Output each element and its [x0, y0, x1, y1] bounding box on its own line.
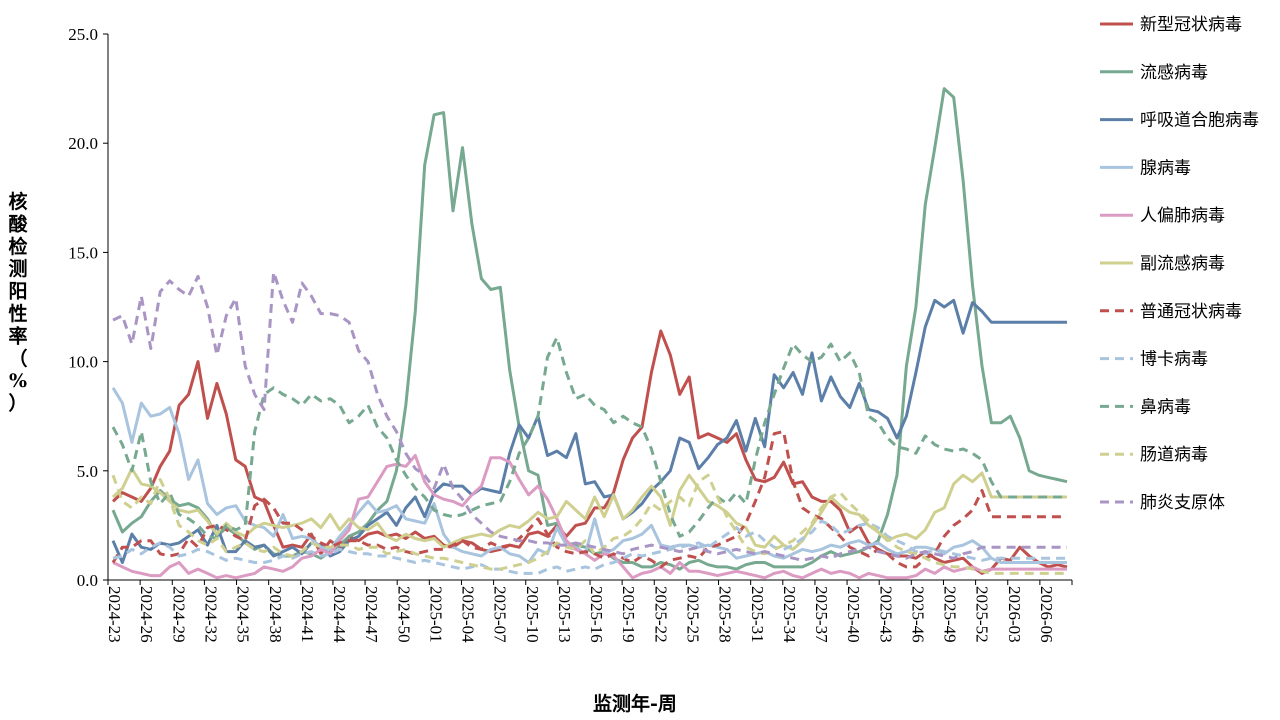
- x-tick-label: 2024-35: [234, 586, 253, 643]
- x-tick-label: 2025-19: [619, 586, 638, 643]
- x-tick-label: 2025-01: [426, 586, 445, 643]
- series-line-4: [112, 454, 1067, 580]
- x-tick-label: 2025-52: [973, 586, 992, 643]
- x-tick-label: 2025-46: [908, 586, 927, 643]
- x-tick-label: 2024-32: [201, 586, 220, 643]
- legend-label: 腺病毒: [1140, 158, 1191, 178]
- x-tick-label: 2026-03: [1005, 586, 1024, 643]
- x-tick-label: 2024-29: [169, 586, 188, 643]
- x-tick-label: 2025-16: [587, 586, 606, 643]
- x-tick-label: 2024-41: [298, 586, 317, 643]
- x-tick-label: 2026-06: [1037, 586, 1056, 643]
- legend-label: 新型冠状病毒: [1140, 15, 1242, 35]
- x-tick-label: 2024-50: [394, 586, 413, 643]
- legend-label: 鼻病毒: [1140, 397, 1191, 417]
- legend: 新型冠状病毒流感病毒呼吸道合胞病毒腺病毒人偏肺病毒副流感病毒普通冠状病毒博卡病毒…: [1100, 15, 1259, 513]
- legend-label: 普通冠状病毒: [1140, 302, 1242, 322]
- x-tick-label: 2025-37: [812, 586, 831, 643]
- y-tick-label: 5.0: [77, 462, 98, 481]
- x-tick-label: 2024-47: [362, 586, 381, 643]
- x-tick-label: 2024-26: [137, 586, 156, 643]
- y-axis-title: 核酸检测阳性率（%）: [8, 190, 28, 415]
- x-tick-label: 2025-31: [748, 586, 767, 643]
- legend-label: 流感病毒: [1140, 63, 1208, 83]
- y-tick-label: 10.0: [68, 353, 98, 372]
- x-tick-label: 2025-04: [459, 586, 478, 643]
- x-tick-label: 2025-28: [716, 586, 735, 643]
- y-tick-label: 15.0: [68, 243, 98, 262]
- x-tick-label: 2024-44: [330, 586, 349, 643]
- series-layer: [111, 87, 1068, 580]
- x-tick-label: 2025-34: [780, 586, 799, 643]
- legend-label: 呼吸道合胞病毒: [1140, 111, 1259, 131]
- x-tick-label: 2025-49: [941, 586, 960, 643]
- y-tick-label: 20.0: [68, 134, 98, 153]
- x-axis-title: 监测年-周: [593, 692, 677, 715]
- legend-label: 肺炎支原体: [1140, 493, 1225, 513]
- x-tick-label: 2025-40: [844, 586, 863, 643]
- x-tick-label: 2025-13: [555, 586, 574, 643]
- axes: 0.0 5.0 10.0 15.0 20.0 25.0 2024-23 2024-26 2024…: [68, 25, 1073, 643]
- x-tick-label: 2024-23: [105, 586, 124, 643]
- x-tick-label: 2025-10: [523, 586, 542, 643]
- series-line-5: [111, 467, 1067, 551]
- legend-label: 肠道病毒: [1140, 445, 1208, 465]
- x-tick-label: 2024-38: [266, 586, 285, 643]
- x-tick-label: 2025-07: [491, 586, 510, 643]
- series-line-2: [111, 298, 1067, 564]
- x-tick-label: 2025-25: [683, 586, 702, 643]
- series-line-8: [111, 336, 1067, 540]
- legend-label: 人偏肺病毒: [1140, 206, 1225, 226]
- y-tick-label: 0.0: [77, 571, 98, 590]
- x-tick-label: 2025-22: [651, 586, 670, 643]
- x-tick-label: 2025-43: [876, 586, 895, 643]
- y-tick-label: 25.0: [68, 25, 98, 44]
- series-line-3: [111, 387, 1067, 564]
- series-line-10: [112, 270, 1067, 562]
- legend-label: 博卡病毒: [1140, 350, 1208, 370]
- legend-label: 副流感病毒: [1140, 254, 1225, 274]
